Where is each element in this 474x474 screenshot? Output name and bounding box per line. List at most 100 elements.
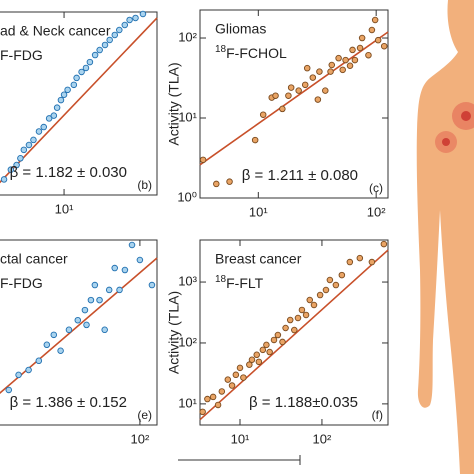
data-point (248, 356, 256, 364)
x-tick-label: 10¹ (55, 201, 74, 216)
data-point (316, 68, 323, 75)
data-point (291, 326, 298, 334)
data-point (209, 393, 217, 401)
data-point (226, 178, 233, 185)
data-point (30, 136, 37, 144)
data-point (35, 357, 43, 365)
panel: 10¹ 10² 10¹ 10² 10³ Activity (TLA) Breast canc… (166, 239, 389, 446)
data-point (136, 256, 144, 264)
data-point (240, 374, 247, 381)
data-point (64, 86, 71, 94)
data-point (356, 44, 364, 52)
data-point (282, 324, 289, 332)
body-illustration (416, 0, 474, 474)
data-point (148, 281, 156, 289)
data-point (65, 326, 73, 334)
plot-frame (0, 239, 158, 426)
data-point (43, 341, 51, 349)
beta-annotation: β = 1.386 ± 0.152 (10, 394, 127, 411)
y-axis-label: Activity (TLA) (166, 62, 182, 145)
panel: 10¹ 10² 10⁰ 10¹ 10² Activity (TLA) Gliomas 18F-… (166, 9, 389, 219)
data-point (266, 348, 273, 356)
data-point (246, 361, 253, 368)
plot-frame (0, 11, 158, 196)
data-point (294, 314, 302, 322)
data-point (126, 16, 133, 24)
data-point (139, 10, 147, 18)
data-point (301, 81, 309, 89)
tracer-label: F-FDG (0, 275, 43, 291)
data-point (295, 87, 302, 94)
data-point (7, 166, 15, 173)
data-point (25, 141, 33, 149)
data-point (349, 46, 356, 54)
data-point (326, 276, 334, 284)
data-point (365, 51, 372, 59)
data-point (310, 301, 318, 309)
data-point (213, 180, 220, 188)
data-point (309, 74, 317, 81)
data-point (128, 241, 136, 249)
data-point (105, 286, 113, 294)
tracer-name: F-FDG (0, 275, 43, 291)
x-tick-label: 10² (367, 204, 386, 219)
data-point (328, 61, 336, 69)
data-point (87, 296, 95, 304)
data-point (327, 68, 334, 75)
data-point (35, 128, 43, 135)
data-point (13, 161, 20, 169)
panel-title: Breast cancer (215, 251, 302, 267)
data-point (17, 155, 24, 162)
data-point (73, 74, 80, 82)
x-tick-label: 10¹ (231, 431, 250, 446)
data-point (91, 51, 99, 59)
data-point (0, 176, 8, 183)
data-point (214, 401, 222, 409)
data-point (70, 81, 78, 89)
fit-line (199, 31, 389, 166)
tracer-label: 18F-FLT (215, 274, 264, 291)
data-point (356, 254, 364, 262)
data-point (91, 281, 99, 289)
data-point (259, 111, 267, 118)
data-point (86, 58, 94, 66)
silhouette (416, 0, 474, 474)
data-point (380, 240, 388, 248)
data-point (83, 321, 90, 329)
data-point (368, 258, 376, 266)
data-point (132, 14, 139, 22)
panel: 10¹ ad & Neck cancer F-FDG β = 1.182 ± 0.03… (0, 10, 158, 216)
data-point (251, 136, 259, 144)
data-point (96, 296, 103, 304)
tracer-mass: 18 (215, 274, 227, 285)
y-tick-label: 10² (178, 334, 197, 349)
data-point (116, 286, 123, 294)
x-tick-label: 10¹ (249, 204, 268, 219)
data-point (236, 364, 244, 372)
data-point (263, 341, 270, 349)
x-tick-label: 10² (130, 431, 149, 446)
data-point (274, 331, 282, 339)
y-tick-label: 10⁰ (177, 189, 197, 204)
data-point (358, 34, 366, 42)
data-point (199, 408, 206, 416)
plot-frame (199, 239, 389, 426)
tracer-name: F-FLT (226, 275, 264, 291)
data-point (346, 258, 354, 266)
data-point (60, 91, 68, 98)
data-point (368, 26, 376, 34)
data-point (82, 64, 90, 72)
data-point (272, 92, 279, 99)
panel-label: (e) (137, 408, 152, 422)
data-point (25, 366, 32, 374)
data-point (371, 16, 379, 24)
data-point (74, 316, 82, 324)
data-point (106, 36, 113, 44)
data-point (332, 281, 340, 289)
x-tick-label: 10² (313, 431, 332, 446)
fit-line (199, 249, 389, 421)
data-point (351, 56, 359, 64)
data-point (57, 347, 64, 354)
tracer-name: F-FDG (0, 47, 43, 63)
plot-frame (199, 9, 389, 199)
